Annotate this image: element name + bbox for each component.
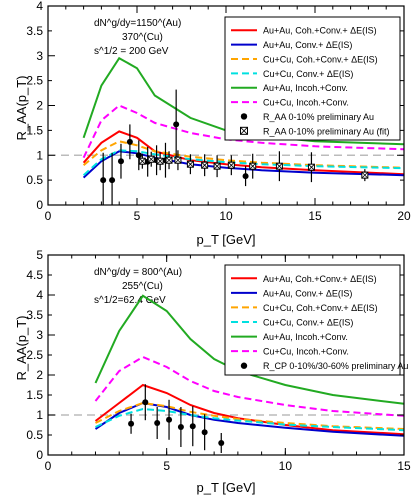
data-point [154, 420, 161, 426]
legend-box [224, 16, 401, 141]
x-tick-label: 10 [219, 209, 233, 223]
data-point-box-cross [147, 155, 155, 163]
bottom-panel: dN^g/dy = 800^(Au) 255^(Cu) s^1/2=62.4 G… [14, 248, 411, 495]
top-panel: dN^g/dy=1150^(Au) 370^(Cu) s^1/2 = 200 G… [14, 0, 411, 247]
series-line-1 [82, 150, 405, 179]
legend-label-3: Cu+Cu, Conv.+ ΔE(IS) [263, 318, 353, 328]
legend-label-1: Au+Au, Conv.+ ΔE(IS) [263, 40, 352, 50]
legend-label-2: Cu+Cu, Coh.+Conv.+ ΔE(IS) [263, 54, 378, 64]
data-point [126, 138, 133, 145]
y-tick-label: 1 [36, 148, 43, 162]
x-tick-label: 0 [45, 459, 52, 473]
series-line-5 [82, 104, 405, 159]
y-tick-label: 1.5 [26, 388, 43, 402]
data-point-box-cross [361, 171, 369, 179]
y-tick-label: 0 [36, 198, 43, 212]
series-line-3 [82, 149, 405, 176]
data-point [189, 423, 196, 430]
data-point-box-cross [201, 161, 208, 169]
y-tick-label: 0.5 [26, 428, 43, 442]
data-point-box-cross [187, 160, 194, 168]
legend-label-points-0: R_CP 0-10%/30-60% preliminary Au [263, 361, 408, 371]
annotation-dndy-au: dN^g/dy = 800^(Au) [94, 267, 182, 278]
data-point [242, 173, 249, 180]
x-tick-label: 0 [45, 209, 52, 223]
x-tick-label: 20 [397, 209, 411, 223]
series-line-3 [95, 407, 405, 432]
y-tick-label: 3 [36, 328, 43, 342]
data-point [166, 416, 173, 423]
series-line-2 [95, 401, 405, 430]
series-line-0 [94, 383, 405, 436]
legend-label-0: Au+Au, Coh.+Conv.+ ΔE(IS) [263, 274, 377, 284]
x-tick-label: 10 [279, 459, 293, 473]
y-tick-label: 4.5 [26, 268, 43, 282]
legend-label-1: Au+Au, Conv.+ ΔE(IS) [263, 288, 352, 298]
data-point [109, 177, 116, 184]
data-point [173, 121, 180, 128]
legend-marker-box-cross [240, 127, 248, 135]
legend-box [224, 264, 401, 376]
y-tick-label: 3 [36, 49, 43, 63]
legend-label-4: Au+Au, Incoh.+Conv. [263, 332, 348, 342]
data-point-box-cross [308, 163, 315, 171]
data-point [177, 424, 184, 430]
y-tick-label: 5 [36, 248, 43, 262]
legend-label-points-1: R_AA 0-10% preliminary Au (fit) [263, 126, 390, 136]
y-tick-label: 4 [36, 0, 43, 13]
y-axis-label: R_AA(p_T) [14, 75, 29, 140]
legend-label-0: Au+Au, Coh.+Conv.+ ΔE(IS) [263, 26, 377, 36]
x-axis-label: p_T [GeV] [196, 480, 255, 495]
y-tick-label: 0.5 [26, 173, 43, 187]
y-tick-label: 2 [36, 368, 43, 382]
x-tick-label: 5 [163, 459, 170, 473]
annotation-dndy-cu: 370^(Cu) [122, 32, 163, 43]
y-tick-label: 1.5 [26, 123, 43, 137]
annotation-dndy-au: dN^g/dy=1150^(Au) [94, 18, 181, 29]
y-axis-label: R_AA(p_T) [14, 315, 29, 380]
data-point [142, 399, 149, 406]
y-tick-label: 2 [36, 99, 43, 113]
data-point [201, 429, 208, 436]
data-point [128, 420, 135, 427]
legend-label-2: Cu+Cu, Coh.+Conv.+ ΔE(IS) [263, 303, 378, 313]
x-tick-label: 15 [308, 209, 322, 223]
data-point-box-cross [165, 156, 173, 164]
data-point-box-cross [174, 156, 182, 164]
data-point [117, 158, 124, 165]
y-tick-label: 0 [36, 448, 43, 462]
annotation-energy: s^1/2=62.4 GeV [94, 295, 166, 306]
data-point [135, 152, 142, 159]
legend-marker-circle [240, 362, 248, 369]
data-point-box-cross [249, 162, 256, 170]
data-point-box-cross [213, 162, 221, 170]
y-tick-label: 1 [36, 408, 43, 422]
x-axis-label: p_T [GeV] [196, 232, 255, 247]
data-point-box-cross [139, 157, 146, 165]
legend-label-5: Cu+Cu, Incoh.+Conv. [263, 98, 349, 108]
legend-label-3: Cu+Cu, Conv.+ ΔE(IS) [263, 69, 353, 79]
annotation-dndy-cu: 255^(Cu) [122, 281, 163, 292]
y-tick-label: 2.5 [26, 74, 43, 88]
y-tick-label: 4 [36, 288, 43, 302]
data-point-box-cross [228, 161, 235, 169]
legend-label-4: Au+Au, Incoh.+Conv. [263, 83, 348, 93]
data-point-box-cross [276, 162, 283, 170]
annotation-energy: s^1/2 = 200 GeV [94, 46, 169, 57]
data-point [100, 177, 107, 184]
x-tick-label: 5 [134, 209, 141, 223]
y-tick-label: 3.5 [26, 24, 43, 38]
y-tick-label: 3.5 [26, 308, 43, 322]
y-tick-label: 2.5 [26, 348, 43, 362]
series-line-0 [82, 130, 405, 176]
series-line-2 [82, 140, 405, 169]
legend-label-points-0: R_AA 0-10% preliminary Au [263, 112, 374, 122]
legend-label-5: Cu+Cu, Incoh.+Conv. [263, 347, 349, 357]
series-line-4 [94, 294, 405, 405]
legend-marker-circle [240, 113, 248, 120]
data-point-box-cross [156, 157, 164, 165]
data-point [218, 440, 225, 446]
x-tick-label: 15 [397, 459, 411, 473]
